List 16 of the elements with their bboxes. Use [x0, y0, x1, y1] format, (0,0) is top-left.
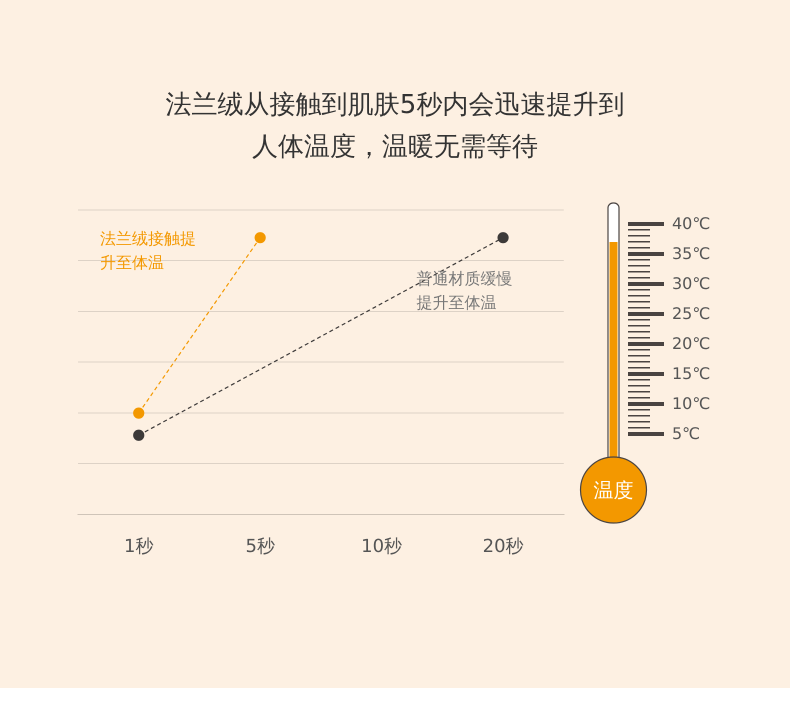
text: 法兰绒接触提升至体温 [100, 229, 196, 272]
x-tick-label: 1秒 [124, 536, 154, 557]
text: 20℃ [672, 333, 710, 355]
text: 40℃ [672, 213, 710, 235]
text: 35℃ [672, 243, 710, 265]
x-tick-label: 5秒 [245, 536, 275, 557]
x-tick-label: 10秒 [361, 536, 402, 557]
text: 15℃ [672, 363, 710, 385]
text: 10℃ [672, 393, 710, 415]
text: 30℃ [672, 273, 710, 295]
text: 5℃ [672, 423, 700, 445]
text: 25℃ [672, 303, 710, 325]
chart-title: 法兰绒从接触到肌肤5秒内会迅速提升到人体温度，温暖无需等待 [164, 89, 626, 164]
text: 温度 [592, 477, 634, 503]
x-tick-label: 20秒 [482, 536, 524, 557]
series-label: 普通材质缓慢提升至体温 [416, 269, 513, 312]
